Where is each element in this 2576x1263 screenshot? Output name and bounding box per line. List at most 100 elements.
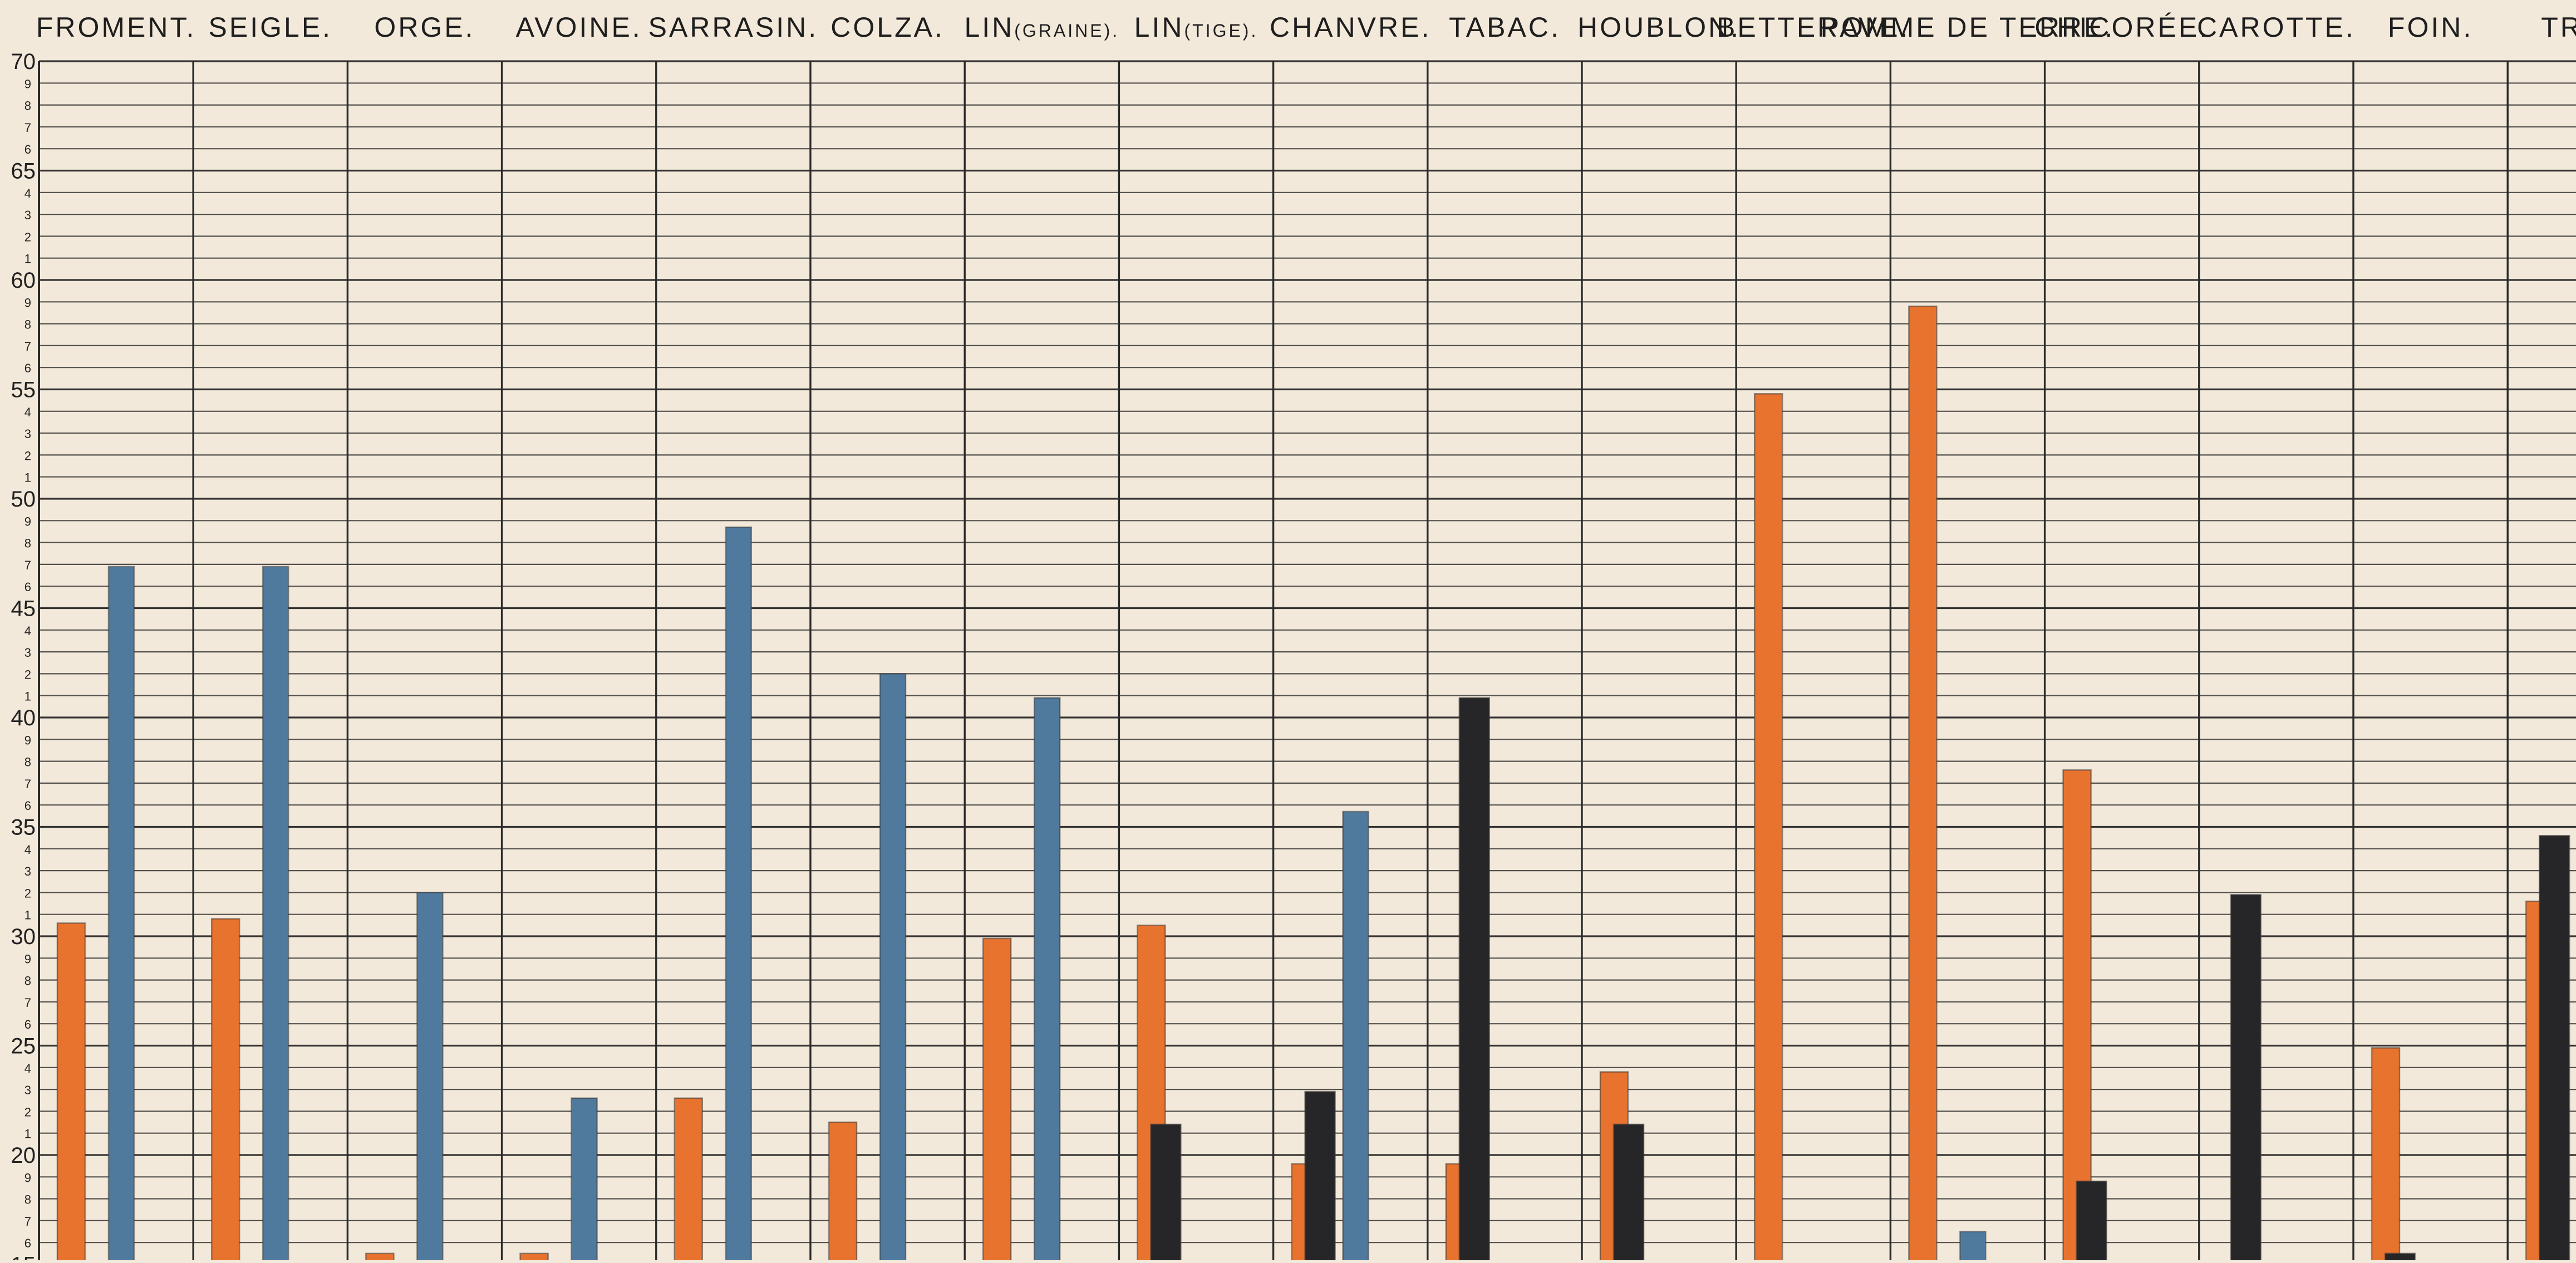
category-label-main: LIN: [1134, 12, 1184, 43]
y-tick-label-minor: 1: [24, 690, 31, 704]
category-label: HOUBLON.: [1577, 12, 1741, 43]
y-tick-label-minor: 3: [24, 427, 31, 441]
y-tick-label-major: 35: [11, 815, 36, 840]
y-tick-label-major: 25: [11, 1034, 36, 1059]
bar-blue: [879, 673, 907, 1263]
y-axis-tick-labels: 70 9 8 7 6 65 4 3 2 1 60 9 8 7 6 55 4 3 2 1 50 9 8 7 6 45 4 3 2 1 40 9 8…: [11, 50, 36, 1263]
bar-blue: [107, 566, 135, 1263]
y-tick-label-minor: 9: [24, 514, 31, 528]
category-label: AVOINE.: [516, 12, 642, 43]
bar-orange: [519, 1252, 549, 1263]
y-tick-label-minor: 7: [24, 121, 31, 135]
y-tick-label-minor: 2: [24, 230, 31, 244]
y-tick-label-minor: 2: [24, 449, 31, 463]
category-label-main: CHICORÉE.: [2034, 12, 2209, 43]
category-label-main: CHANVRE.: [1270, 12, 1431, 43]
bar-black: [2538, 834, 2570, 1263]
category-label-main: ORGE.: [374, 12, 475, 43]
category-label: TABAC.: [1449, 12, 1561, 43]
y-tick-label-minor: 1: [24, 471, 31, 485]
category-label-main: POMME DE TERRE.: [1821, 12, 2115, 43]
category-label: FROMENT.: [36, 12, 196, 43]
bar-black: [2230, 894, 2262, 1263]
bar-orange: [2371, 1047, 2401, 1263]
y-tick-label-minor: 2: [24, 1105, 31, 1119]
bar-black: [1458, 697, 1491, 1263]
bar-orange: [674, 1097, 704, 1263]
y-tick-label-major: 40: [11, 706, 36, 730]
y-tick-label-major: 50: [11, 487, 36, 512]
y-tick-label-minor: 6: [24, 1236, 31, 1250]
bar-blue: [262, 566, 289, 1263]
category-label-main: FROMENT.: [36, 12, 196, 43]
y-tick-label-major: 70: [11, 50, 36, 74]
category-label: TR: [2541, 12, 2576, 43]
y-tick-label-minor: 1: [24, 1127, 31, 1141]
bar-black: [2076, 1180, 2107, 1263]
y-tick-label-minor: 4: [24, 1061, 31, 1075]
category-label-main: SARRASIN.: [648, 12, 819, 43]
category-label: LIN(TIGE).: [1134, 12, 1258, 43]
y-tick-label-major: 45: [11, 597, 36, 621]
y-tick-label-major: 30: [11, 925, 36, 949]
y-tick-label-minor: 6: [24, 142, 31, 156]
y-tick-label-minor: 3: [24, 646, 31, 660]
category-dividers: [38, 61, 2509, 1260]
y-tick-label-minor: 3: [24, 1083, 31, 1097]
bar-orange: [365, 1252, 395, 1263]
y-tick-label-minor: 6: [24, 1018, 31, 1031]
y-tick-label-minor: 7: [24, 340, 31, 353]
bar-orange: [982, 937, 1012, 1263]
y-tick-label-major: 60: [11, 268, 36, 293]
y-tick-label-minor: 8: [24, 974, 31, 988]
category-label-main: FOIN.: [2388, 12, 2473, 43]
category-label-main: LIN: [964, 12, 1014, 43]
y-tick-label-major: 20: [11, 1143, 36, 1168]
category-label: BETTERAVE.: [1717, 12, 1910, 43]
bars: [56, 305, 2570, 1263]
y-tick-label-minor: 9: [24, 952, 31, 966]
y-tick-label-major: 65: [11, 159, 36, 184]
bar-orange: [210, 918, 240, 1263]
y-tick-label-minor: 6: [24, 799, 31, 813]
y-tick-label-minor: 3: [24, 208, 31, 222]
y-tick-label-major: 15: [11, 1253, 36, 1261]
bar-blue: [416, 892, 444, 1263]
bar-blue: [1033, 697, 1061, 1263]
category-label-main: SEIGLE.: [209, 12, 333, 43]
category-label: SARRASIN.: [648, 12, 819, 43]
category-label-main: AVOINE.: [516, 12, 642, 43]
bar-blue: [725, 526, 753, 1263]
category-label: FOIN.: [2388, 12, 2473, 43]
y-tick-label-minor: 2: [24, 667, 31, 681]
y-tick-label-minor: 4: [24, 186, 31, 200]
gridlines: [39, 60, 2576, 1244]
category-label: LIN(GRAINE).: [964, 12, 1119, 43]
category-label: CHICORÉE.: [2034, 12, 2209, 43]
bar-blue: [571, 1097, 598, 1263]
y-tick-label-minor: 9: [24, 296, 31, 309]
y-tick-label-minor: 7: [24, 777, 31, 791]
y-tick-label-minor: 8: [24, 99, 31, 113]
y-tick-label-minor: 8: [24, 1193, 31, 1207]
category-label-suffix: (GRAINE).: [1014, 21, 1119, 41]
y-tick-label-minor: 7: [24, 1215, 31, 1228]
y-tick-label-minor: 7: [24, 996, 31, 1010]
y-tick-label-minor: 1: [24, 908, 31, 922]
bar-orange: [1753, 393, 1783, 1263]
category-label: SEIGLE.: [209, 12, 333, 43]
bar-orange: [56, 922, 86, 1263]
y-tick-label-minor: 3: [24, 864, 31, 878]
category-label-main: TABAC.: [1449, 12, 1561, 43]
category-label: POMME DE TERRE.: [1821, 12, 2115, 43]
category-label-main: BETTERAVE.: [1717, 12, 1910, 43]
category-label: CAROTTE.: [2197, 12, 2356, 43]
y-tick-label-minor: 7: [24, 558, 31, 572]
category-label-main: HOUBLON.: [1577, 12, 1741, 43]
y-tick-label-minor: 6: [24, 361, 31, 375]
y-tick-label-minor: 8: [24, 537, 31, 551]
y-tick-label-minor: 8: [24, 318, 31, 332]
category-labels: FROMENT. SEIGLE. ORGE. AVOINE. SARRASIN. COLZ…: [36, 12, 2576, 43]
